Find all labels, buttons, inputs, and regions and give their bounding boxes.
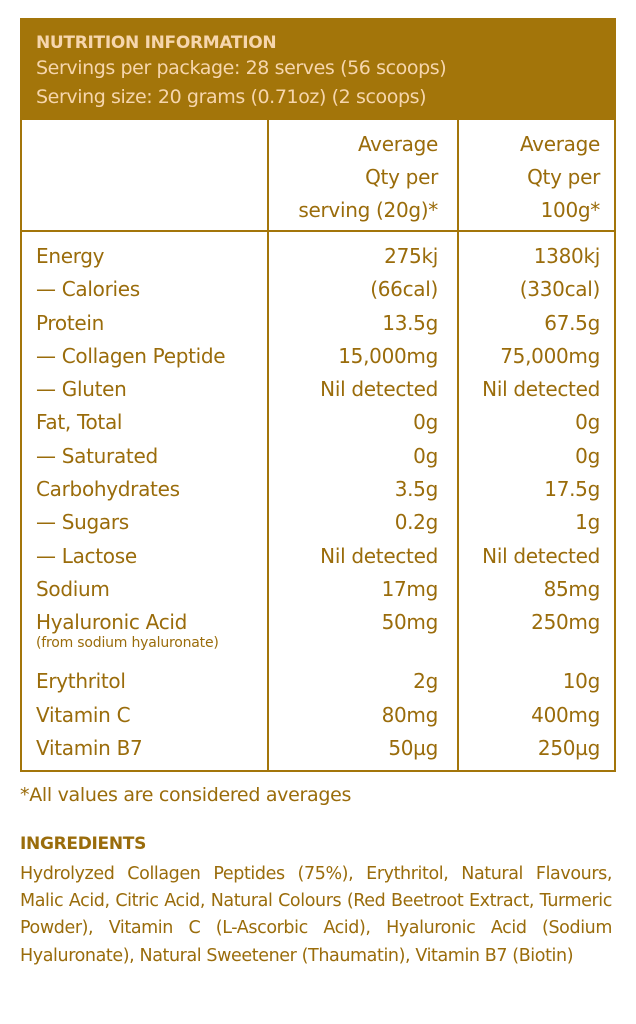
per-serving-value: 50µg	[388, 735, 438, 760]
per-100g-value: 0g	[575, 410, 600, 435]
per-100g-value: 250mg	[531, 610, 600, 635]
nutrient-row: — Gluten Nil detected Nil detected	[22, 373, 614, 406]
nutrition-header: NUTRITION INFORMATION Servings per packa…	[20, 18, 616, 120]
footnote: *All values are considered averages	[20, 784, 352, 806]
nutrient-row: Vitamin C 80mg 400mg	[22, 699, 614, 732]
per-serving-value: 0g	[413, 410, 438, 435]
header-divider	[22, 230, 614, 232]
nutrient-row: — Calories (66cal) (330cal)	[22, 273, 614, 306]
nutrient-name: Protein	[36, 310, 105, 335]
per-serving-value: 17mg	[381, 576, 439, 601]
per-serving-value: 3.5g	[394, 477, 439, 502]
nutrient-note: (from sodium hyaluronate)	[36, 635, 219, 652]
per-serving-value: Nil detected	[320, 543, 438, 568]
per-100g-value: 0g	[575, 443, 600, 468]
nutrient-row: Fat, Total 0g 0g	[22, 406, 614, 439]
column-header-line: Qty per	[365, 165, 438, 189]
column-header-per-100g: Average Qty per 100g*	[520, 128, 600, 227]
nutrient-row: Erythritol 2g 10g	[22, 665, 614, 698]
per-100g-value: 1g	[575, 510, 600, 535]
column-divider	[267, 120, 269, 770]
nutrient-name: Vitamin B7	[36, 735, 143, 760]
per-serving-value: 13.5g	[382, 310, 438, 335]
ingredients-text: Hydrolyzed Collagen Peptides (75%), Eryt…	[20, 864, 612, 966]
per-100g-value: 67.5g	[544, 310, 600, 335]
ingredients-title: INGREDIENTS	[20, 834, 147, 854]
per-serving-value: 0.2g	[394, 510, 439, 535]
nutrient-name: Energy	[36, 244, 105, 268]
nutrient-name: Erythritol	[36, 669, 126, 694]
per-serving-value: (66cal)	[370, 277, 438, 302]
nutrient-name: — Saturated	[36, 443, 158, 468]
nutrient-name: Sodium	[36, 576, 110, 601]
per-100g-value: (330cal)	[519, 277, 601, 302]
nutrient-name: — Gluten	[36, 377, 127, 402]
column-header-per-serving: Average Qty per serving (20g)*	[298, 128, 438, 227]
servings-per-package: Servings per package: 28 serves (56 scoo…	[36, 57, 447, 79]
per-serving-value: 80mg	[381, 702, 439, 727]
per-100g-value: 75,000mg	[500, 343, 600, 368]
column-header-line: Average	[357, 132, 438, 156]
nutrient-row: Energy 275kj 1380kj	[22, 240, 614, 273]
nutrient-name: — Lactose	[36, 543, 137, 568]
per-100g-value: Nil detected	[482, 377, 600, 402]
nutrient-name: Hyaluronic Acid	[36, 610, 188, 635]
nutrient-name: Carbohydrates	[36, 477, 180, 502]
per-serving-value: 50mg	[381, 610, 439, 635]
per-100g-value: 1380kj	[533, 244, 601, 268]
nutrient-row: — Lactose Nil detected Nil detected	[22, 540, 614, 573]
column-header-line: Qty per	[527, 165, 600, 189]
per-serving-value: 15,000mg	[338, 343, 438, 368]
column-header-line: Average	[519, 132, 600, 156]
nutrient-row: Protein 13.5g 67.5g	[22, 307, 614, 340]
nutrition-table: Average Qty per serving (20g)* Average Q…	[20, 120, 616, 772]
serving-size: Serving size: 20 grams (0.71oz) (2 scoop…	[36, 86, 427, 108]
per-100g-value: 17.5g	[544, 477, 600, 502]
per-100g-value: 10g	[562, 669, 601, 694]
per-serving-value: 2g	[413, 669, 438, 694]
column-divider	[457, 120, 459, 770]
per-serving-value: 0g	[413, 443, 438, 468]
nutrient-row: — Collagen Peptide 15,000mg 75,000mg	[22, 340, 614, 373]
nutrient-name: — Sugars	[36, 510, 129, 535]
per-serving-value: 275kj	[384, 244, 438, 268]
per-100g-value: 250µg	[537, 735, 600, 760]
nutrient-row: Sodium 17mg 85mg	[22, 573, 614, 606]
per-100g-value: 85mg	[543, 576, 601, 601]
nutrient-name: — Calories	[36, 277, 140, 302]
nutrient-name: Vitamin C	[36, 702, 131, 727]
nutrient-row: Hyaluronic Acid (from sodium hyaluronate)…	[22, 606, 614, 665]
nutrient-row: Vitamin B7 50µg 250µg	[22, 732, 614, 765]
per-100g-value: Nil detected	[482, 543, 600, 568]
nutrient-row: Carbohydrates 3.5g 17.5g	[22, 473, 614, 506]
column-header-line: serving (20g)*	[298, 198, 438, 222]
nutrient-name: Fat, Total	[36, 410, 123, 435]
nutrient-row: — Saturated 0g 0g	[22, 440, 614, 473]
nutrient-rows: Energy 275kj 1380kj — Calories (66cal) (330ca…	[22, 240, 614, 765]
nutrient-name: — Collagen Peptide	[36, 343, 226, 368]
nutrient-row: — Sugars 0.2g 1g	[22, 506, 614, 539]
per-serving-value: Nil detected	[320, 377, 438, 402]
per-100g-value: 400mg	[531, 702, 600, 727]
column-header-line: 100g*	[540, 198, 601, 222]
nutrition-title: NUTRITION INFORMATION	[36, 33, 277, 53]
